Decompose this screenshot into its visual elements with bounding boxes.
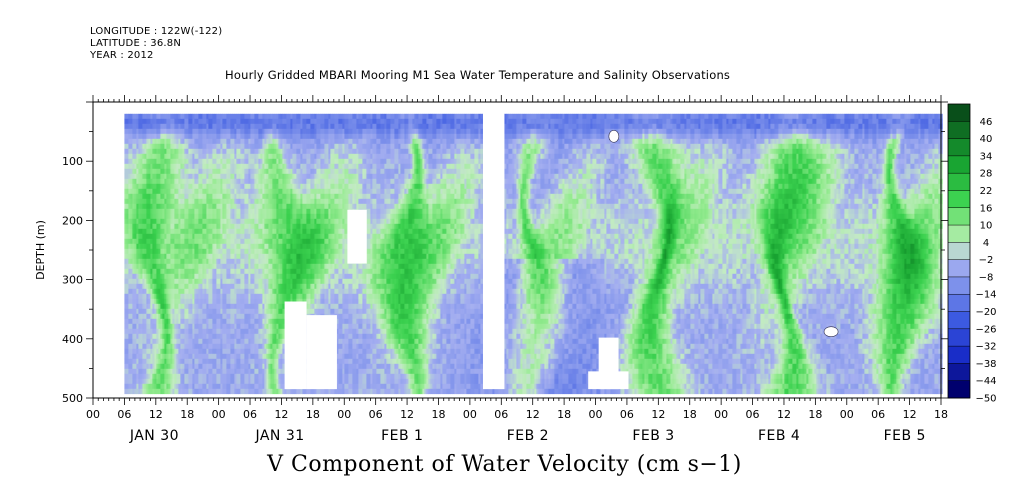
y-tick-label: 100 [62,155,83,168]
x-tick-label: 06 [117,408,131,421]
y-tick-label: 400 [62,333,83,346]
missing-data-dot [609,130,619,142]
colorbar-label: −44 [975,376,996,387]
x-tick-label: 12 [903,408,917,421]
colorbar-label: 46 [980,117,993,128]
x-day-label: FEB 5 [884,428,926,444]
colorbar-swatch [948,104,970,122]
x-tick-label: 00 [212,408,226,421]
colorbar-swatch [948,381,970,399]
x-day-label: JAN 30 [129,428,179,444]
colorbar-label: 10 [980,221,993,232]
x-day-label: JAN 31 [254,428,304,444]
colorbar-label: −32 [975,342,996,353]
colorbar-label: 22 [980,186,993,197]
x-tick-label: 06 [871,408,885,421]
x-tick-label: 12 [777,408,791,421]
y-tick-label: 500 [62,392,83,405]
colorbar-swatch [948,190,970,208]
x-tick-label: 18 [808,408,822,421]
x-tick-label: 00 [337,408,351,421]
colorbar-swatch [948,312,970,330]
x-tick-label: 12 [526,408,540,421]
colorbar-swatch [948,225,970,243]
missing-data-region [588,371,628,389]
x-tick-label: 00 [86,408,100,421]
x-day-label: FEB 3 [632,428,674,444]
x-tick-label: 18 [180,408,194,421]
colorbar-swatch [948,294,970,312]
colorbar-swatch [948,173,970,191]
colorbar-swatch [948,363,970,381]
heatmap-field [124,114,942,394]
x-tick-label: 18 [306,408,320,421]
x-day-label: FEB 1 [381,428,423,444]
y-tick-label: 300 [62,274,83,287]
colorbar-label: −2 [979,255,994,266]
x-tick-label: 00 [589,408,603,421]
x-tick-label: 06 [620,408,634,421]
colorbar-label: −38 [975,359,996,370]
missing-data-region [483,111,504,389]
colorbar-label: −26 [975,324,996,335]
x-day-label: FEB 4 [758,428,800,444]
colorbar-label: 16 [980,203,993,214]
colorbar-label: −14 [975,290,996,301]
x-day-label: FEB 2 [507,428,549,444]
x-tick-label: 18 [557,408,571,421]
x-tick-label: 00 [463,408,477,421]
x-tick-label: 06 [243,408,257,421]
x-tick-label: 18 [934,408,948,421]
colorbar-swatch [948,329,970,347]
x-tick-label: 12 [274,408,288,421]
x-tick-label: 06 [369,408,383,421]
colorbar-swatch [948,242,970,260]
colorbar-swatch [948,346,970,364]
x-tick-label: 12 [651,408,665,421]
x-tick-label: 06 [494,408,508,421]
colorbar-label: 40 [980,134,993,145]
missing-data-region [347,210,366,264]
colorbar-swatch [948,208,970,226]
missing-data-region [307,315,337,389]
x-tick-label: 12 [400,408,414,421]
x-tick-label: 00 [840,408,854,421]
colorbar-label: 4 [983,238,989,249]
x-tick-label: 18 [431,408,445,421]
y-tick-label: 200 [62,214,83,227]
colorbar-swatch [948,156,970,174]
colorbar-swatch [948,277,970,295]
missing-data-dot [824,327,838,337]
colorbar-swatch [948,260,970,278]
x-tick-label: 00 [714,408,728,421]
x-tick-label: 18 [683,408,697,421]
colorbar-label: −8 [979,272,994,283]
colorbar-label: 34 [980,151,993,162]
missing-data-region [285,302,307,390]
colorbar-label: 28 [980,169,993,180]
x-tick-label: 12 [149,408,163,421]
colorbar-label: −50 [975,394,996,405]
x-tick-label: 06 [746,408,760,421]
colorbar: 46 40 34 28 22 16 10 4 −2 −8 −14 −20 −26 −32 −38 −44 −50 [948,104,997,405]
y-axis-label: DEPTH (m) [34,220,47,280]
colorbar-swatch [948,121,970,139]
colorbar-swatch [948,139,970,157]
colorbar-label: −20 [975,307,996,318]
